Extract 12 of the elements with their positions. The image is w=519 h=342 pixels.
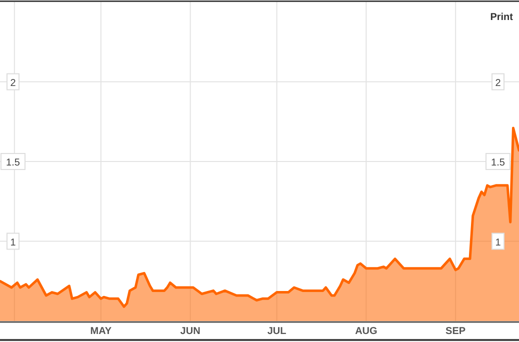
- y2-tick-label: 1.5: [491, 158, 506, 168]
- y-tick-label: 1: [10, 237, 16, 248]
- x-tick-label: MAY: [90, 326, 112, 337]
- x-tick-label: JUN: [180, 326, 200, 337]
- y-tick-label: 2: [10, 78, 16, 89]
- y2-tick-label: 1: [495, 237, 502, 248]
- x-tick-label: AUG: [355, 326, 378, 337]
- x-tick-label: JUL: [267, 326, 286, 337]
- x-tick-label: SEP: [446, 326, 466, 337]
- annotation: Print: [490, 12, 514, 23]
- y2-tick-label: 2: [495, 78, 502, 89]
- y-tick-label: 1.5: [6, 158, 20, 168]
